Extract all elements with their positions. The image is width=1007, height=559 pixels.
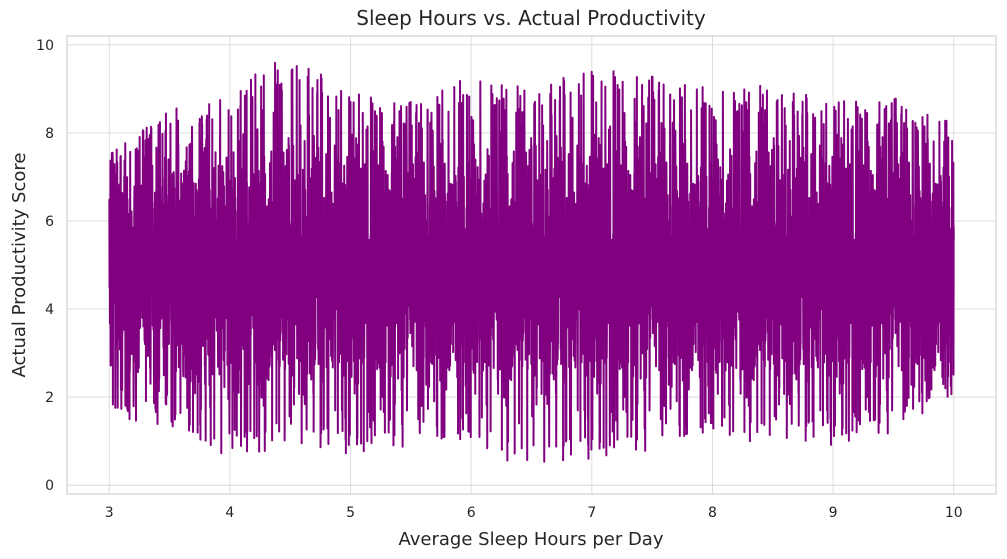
x-tick-label: 10 — [945, 505, 963, 521]
x-tick-label: 4 — [225, 505, 234, 521]
x-tick-label: 3 — [105, 505, 114, 521]
y-tick-label: 8 — [45, 126, 54, 142]
x-tick-label: 7 — [587, 505, 596, 521]
series-line — [108, 61, 955, 463]
x-tick-label: 9 — [829, 505, 838, 521]
y-tick-label: 4 — [45, 302, 54, 318]
y-axis-label: Actual Productivity Score — [9, 153, 30, 378]
y-tick-label: 2 — [45, 390, 54, 406]
y-tick-labels: 0 2 4 6 8 10 — [36, 38, 54, 494]
y-tick-label: 6 — [45, 214, 54, 230]
y-tick-label: 0 — [45, 478, 54, 494]
x-tick-label: 6 — [467, 505, 476, 521]
y-tick-label: 10 — [36, 38, 54, 54]
x-axis-label: Average Sleep Hours per Day — [399, 529, 664, 550]
x-tick-labels: 3 4 5 6 7 8 9 10 — [105, 505, 963, 521]
x-tick-label: 5 — [346, 505, 355, 521]
chart-title: Sleep Hours vs. Actual Productivity — [356, 6, 706, 30]
series-layer — [108, 61, 955, 463]
x-tick-label: 8 — [708, 505, 717, 521]
